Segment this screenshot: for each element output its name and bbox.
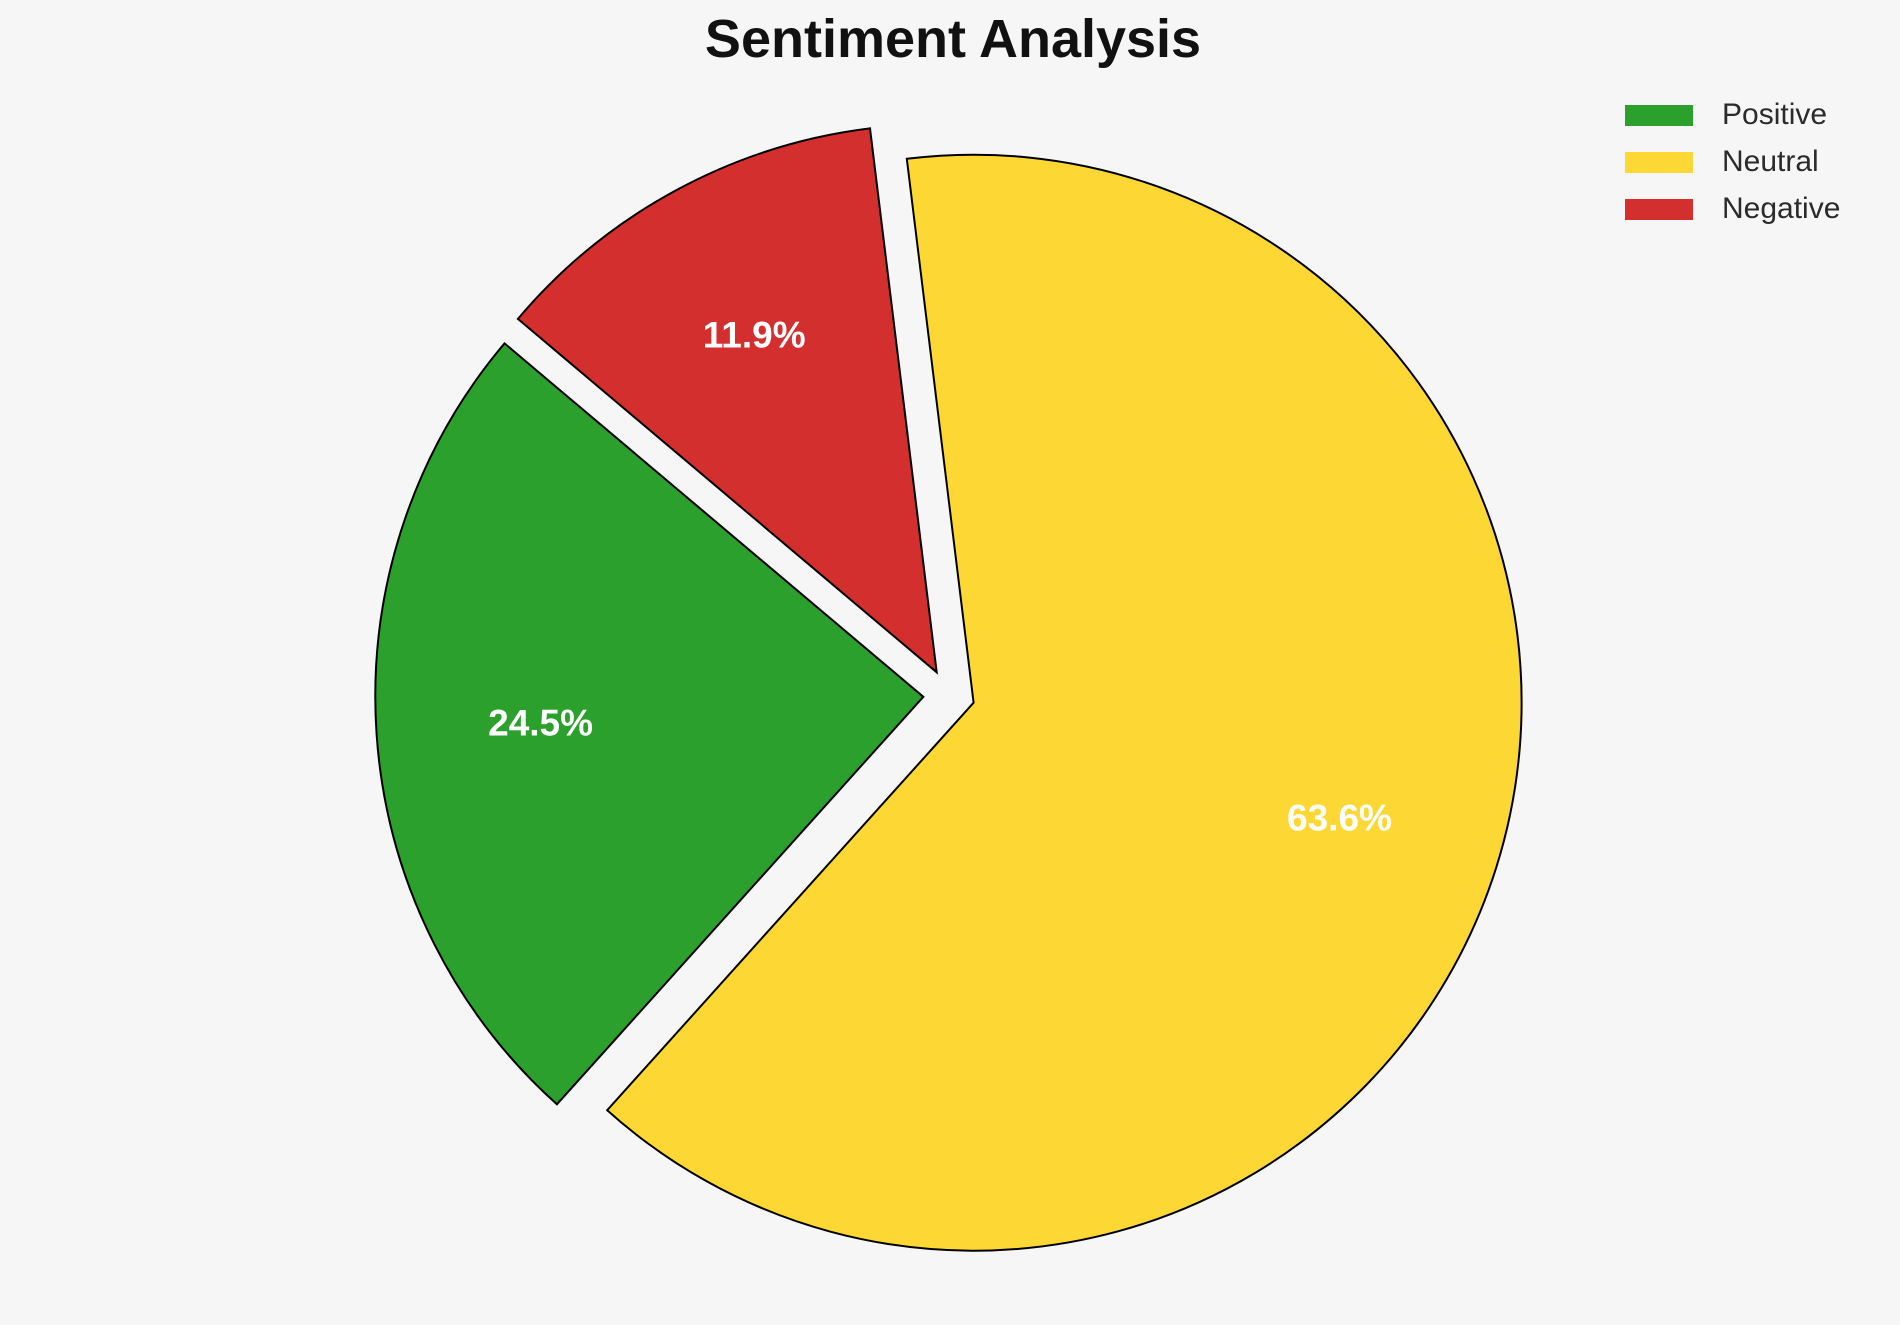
legend-label-neutral: Neutral bbox=[1722, 145, 1819, 178]
legend-label-negative: Negative bbox=[1722, 192, 1841, 225]
chart-title: Sentiment Analysis bbox=[704, 9, 1202, 69]
legend-item-positive: Positive bbox=[1625, 100, 1840, 130]
pie-slice-neutral bbox=[605, 153, 1523, 1252]
legend-swatch-positive bbox=[1625, 104, 1693, 126]
pie-slice-label-positive: 24.5% bbox=[488, 703, 593, 744]
pie-slice-negative bbox=[516, 127, 939, 675]
legend-label-positive: Positive bbox=[1722, 98, 1828, 131]
legend: Positive Neutral Negative bbox=[1625, 100, 1840, 224]
pie-slice-label-neutral: 63.6% bbox=[1287, 798, 1392, 839]
legend-swatch-neutral bbox=[1625, 151, 1693, 173]
pie-slice-positive bbox=[374, 341, 925, 1106]
pie-slice-label-negative: 11.9% bbox=[703, 315, 806, 356]
legend-item-negative: Negative bbox=[1625, 194, 1840, 224]
legend-item-neutral: Neutral bbox=[1625, 147, 1840, 177]
legend-swatch-negative bbox=[1625, 198, 1693, 220]
